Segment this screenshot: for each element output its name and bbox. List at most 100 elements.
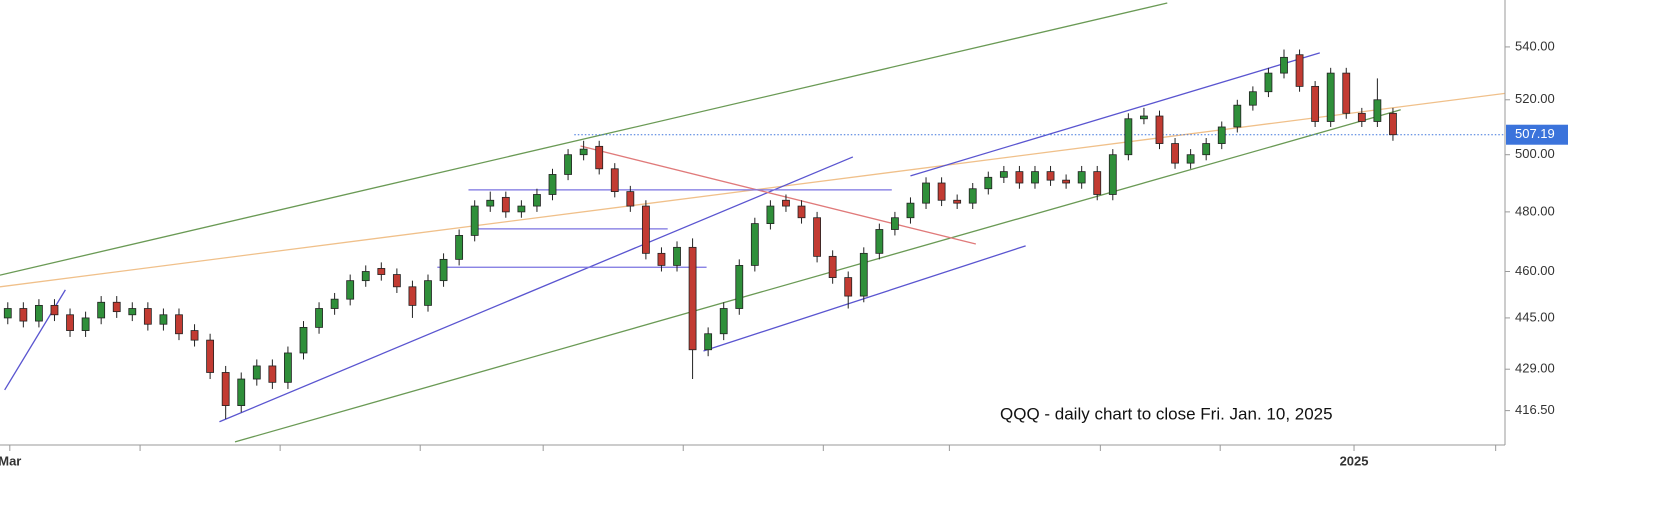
candle-body bbox=[361, 271, 370, 282]
annotation: QQQ - daily chart to close Fri. Jan. 10,… bbox=[1000, 404, 1333, 423]
candle-body bbox=[1342, 72, 1351, 114]
candle-body bbox=[673, 246, 681, 266]
candle-body bbox=[1140, 115, 1148, 120]
y-tick-label: 416.50 bbox=[1515, 402, 1555, 417]
candle-body bbox=[1295, 54, 1304, 87]
candle-body bbox=[1046, 171, 1055, 181]
candle-body bbox=[159, 314, 168, 325]
candle-body bbox=[626, 191, 635, 207]
candle-body bbox=[937, 182, 946, 201]
trendline bbox=[0, 2, 1168, 276]
candle-body bbox=[128, 308, 137, 316]
candle-body bbox=[1093, 171, 1102, 195]
candle-body bbox=[35, 304, 43, 322]
candle-body bbox=[1280, 56, 1288, 74]
candle-body bbox=[828, 255, 837, 278]
candle-body bbox=[221, 372, 230, 406]
candle-body bbox=[797, 205, 806, 219]
candle-body bbox=[1248, 91, 1257, 106]
candle-body bbox=[968, 188, 977, 204]
candle-body bbox=[268, 365, 277, 383]
candle-body bbox=[1077, 171, 1086, 184]
candle-body bbox=[1311, 85, 1320, 122]
candle-body bbox=[424, 280, 432, 306]
candle-body bbox=[1186, 154, 1195, 164]
y-tick-label: 480.00 bbox=[1515, 203, 1555, 218]
candle-body bbox=[377, 268, 386, 275]
candle-body bbox=[875, 229, 884, 254]
y-tick-label: 520.00 bbox=[1515, 91, 1555, 106]
candle-body bbox=[455, 235, 464, 260]
candle-body bbox=[704, 333, 713, 351]
candle-body bbox=[1108, 154, 1117, 195]
candle-body bbox=[1202, 143, 1211, 156]
candle-body bbox=[392, 274, 401, 288]
candle-body bbox=[984, 176, 993, 190]
candle-body bbox=[3, 308, 12, 319]
candle-body bbox=[470, 205, 479, 236]
candle-body bbox=[439, 258, 448, 282]
candle-body bbox=[501, 196, 510, 213]
candle-body bbox=[237, 378, 246, 406]
candle-body bbox=[1389, 112, 1397, 136]
candle-body bbox=[782, 199, 790, 207]
candle-body bbox=[299, 326, 308, 354]
last-price-box bbox=[1506, 124, 1568, 145]
y-tick-label: 429.00 bbox=[1515, 361, 1555, 376]
candle-body bbox=[891, 217, 899, 230]
candle-body bbox=[719, 308, 728, 335]
candle-body bbox=[595, 145, 604, 170]
candle-body bbox=[813, 217, 821, 257]
candle-body bbox=[190, 330, 199, 341]
y-tick-label: 445.00 bbox=[1515, 309, 1555, 324]
candle-body bbox=[735, 265, 744, 309]
candle-body bbox=[641, 205, 650, 254]
candle-body bbox=[1062, 179, 1071, 184]
candle-body bbox=[486, 199, 495, 207]
candle-body bbox=[346, 280, 355, 300]
candle-body bbox=[766, 205, 775, 225]
candle-body bbox=[1217, 126, 1226, 144]
candle-body bbox=[175, 314, 183, 335]
candle-body bbox=[1373, 99, 1382, 122]
candle-body bbox=[953, 199, 962, 204]
plot-area bbox=[0, 2, 1505, 443]
trendline bbox=[219, 156, 854, 423]
last-price-label: 507.19 bbox=[1515, 126, 1555, 141]
candle-body bbox=[1031, 171, 1039, 184]
candle-body bbox=[999, 171, 1008, 178]
candle-body bbox=[859, 252, 868, 297]
x-tick-label: 2025 bbox=[1340, 453, 1369, 468]
candle-body bbox=[81, 317, 90, 331]
candle-body bbox=[657, 252, 666, 266]
trendline bbox=[910, 52, 1320, 177]
candle-body bbox=[688, 246, 697, 351]
candle-body bbox=[112, 301, 121, 313]
candle-body bbox=[143, 308, 152, 325]
candle-body bbox=[548, 174, 557, 195]
candle-body bbox=[533, 194, 541, 207]
candle-body bbox=[315, 308, 323, 328]
candle-body bbox=[906, 202, 915, 219]
candle-body bbox=[1171, 143, 1179, 164]
candle-body bbox=[610, 168, 619, 193]
candle-body bbox=[1124, 118, 1133, 156]
candle-body bbox=[408, 286, 417, 306]
trendline bbox=[703, 245, 1026, 352]
y-tick-label: 540.00 bbox=[1515, 38, 1555, 53]
candle-body bbox=[19, 308, 28, 322]
candle-body bbox=[1326, 72, 1335, 122]
candle-body bbox=[330, 298, 339, 309]
trendline bbox=[580, 145, 976, 245]
candle-body bbox=[564, 154, 572, 175]
candle-body bbox=[1155, 115, 1164, 144]
candle-body bbox=[922, 182, 930, 204]
candle-body bbox=[1264, 72, 1273, 93]
candle-body bbox=[1357, 112, 1366, 122]
candle-body bbox=[97, 301, 106, 319]
candle-body bbox=[66, 314, 74, 331]
candle-body bbox=[579, 148, 588, 156]
trendline bbox=[234, 109, 1401, 443]
